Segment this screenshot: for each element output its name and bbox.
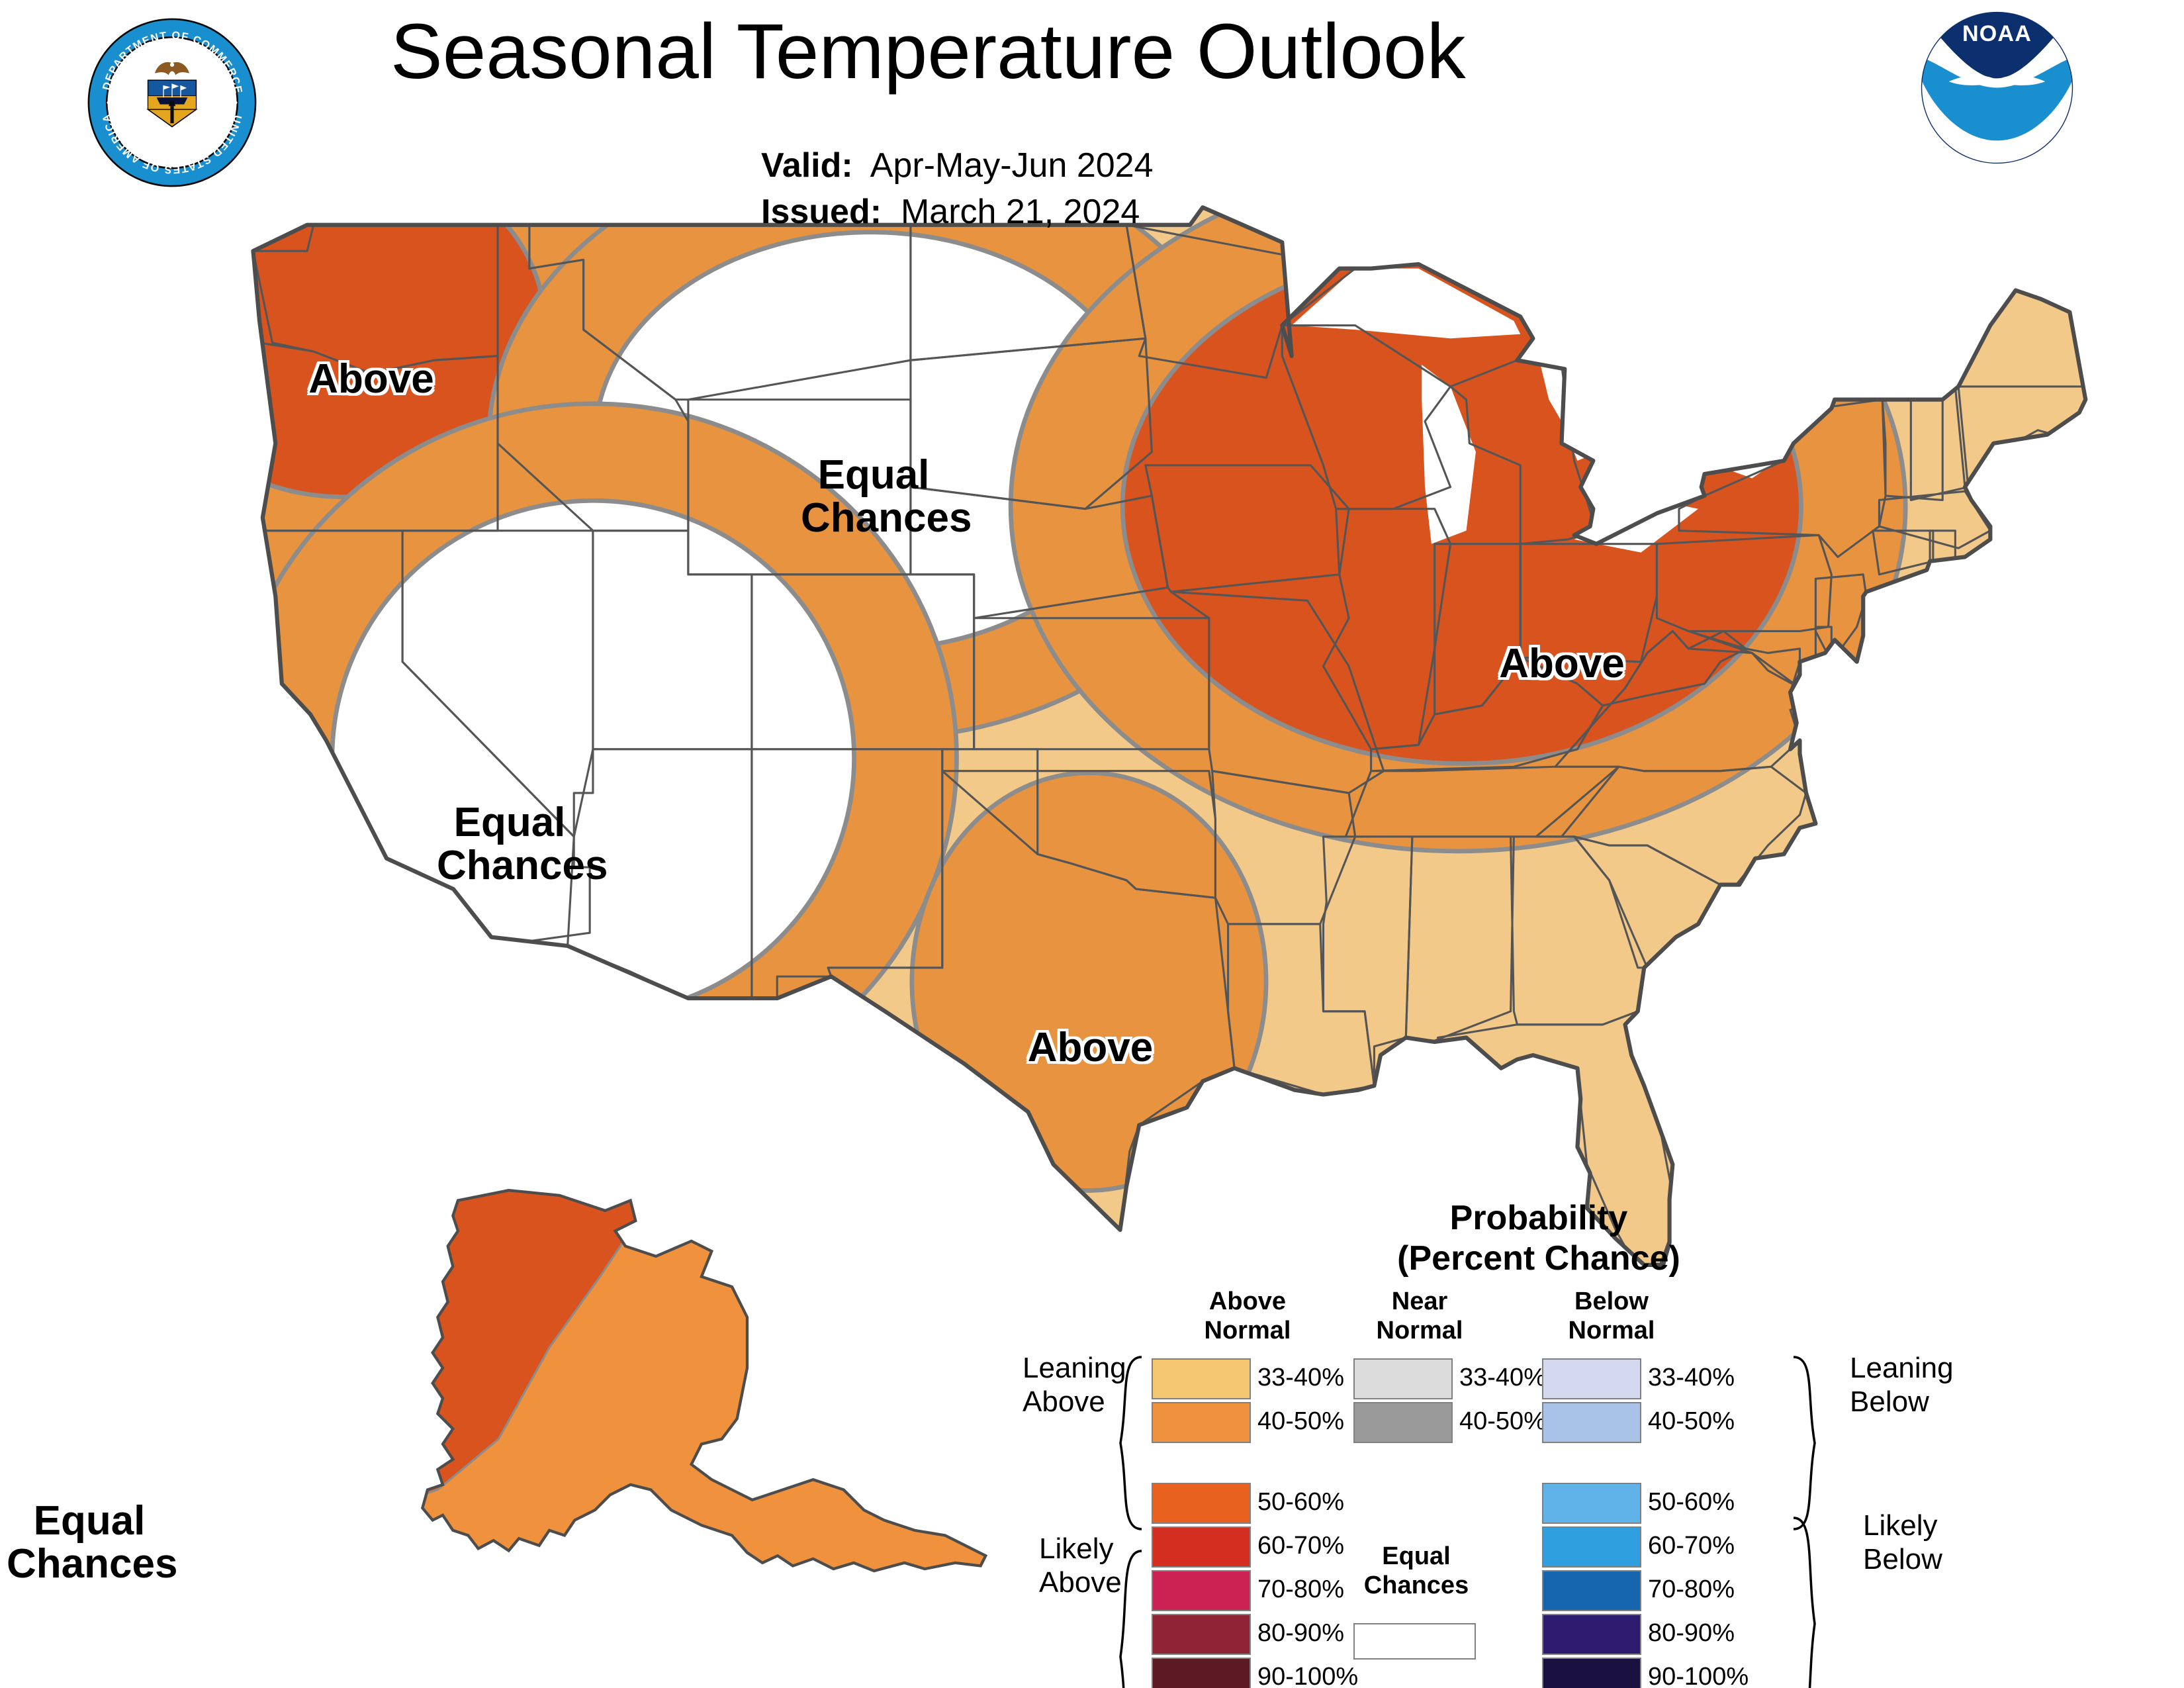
svg-text:NOAA: NOAA [1962, 21, 2032, 46]
